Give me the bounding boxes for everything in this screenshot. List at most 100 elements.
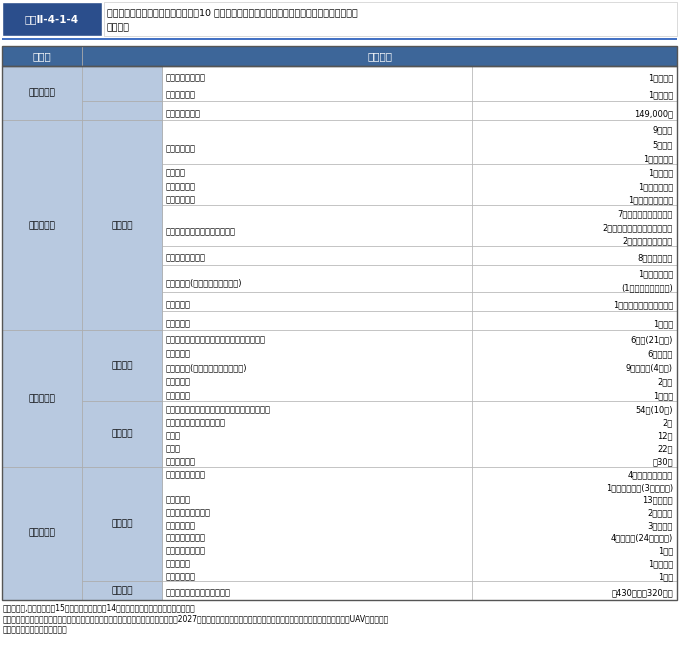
Bar — [472, 246, 677, 265]
Text: 海上輸送部隊: 海上輸送部隊 — [166, 91, 196, 100]
Text: スタンド・オフ・ミサイル部隊: スタンド・オフ・ミサイル部隊 — [166, 227, 236, 236]
Text: 潜水艦: 潜水艦 — [166, 444, 181, 453]
Text: 無人機部隊: 無人機部隊 — [166, 300, 191, 309]
Text: 水上艦艦部隊（護衛艦部隊・掛海艦艦部隊）: 水上艦艦部隊（護衛艦部隊・掛海艦艦部隊） — [166, 335, 266, 344]
Text: 2個隊: 2個隊 — [658, 378, 673, 386]
Text: 無人機部隊: 無人機部隊 — [166, 378, 191, 386]
Text: 1個警戒航空団(3個飛行隊): 1個警戒航空団(3個飛行隊) — [606, 483, 673, 492]
Text: 1個水陸機動団: 1個水陸機動団 — [638, 182, 673, 191]
Bar — [162, 164, 472, 205]
Text: 3個飛行隊: 3個飛行隊 — [648, 521, 673, 530]
Text: イージス・システム搜載艦: イージス・システム搜載艦 — [166, 418, 226, 427]
Text: 絀30機: 絀30機 — [653, 457, 673, 467]
Text: 7個地対艦ミサイル連隊: 7個地対艦ミサイル連隊 — [618, 209, 673, 218]
Bar — [472, 101, 677, 120]
Text: 12隻: 12隻 — [657, 431, 673, 440]
Text: 9個師団: 9個師団 — [653, 126, 673, 134]
Text: 作戦用航空機: 作戦用航空機 — [166, 457, 196, 467]
Text: 5個旅団: 5個旅団 — [653, 140, 673, 149]
Text: 共同の部隊: 共同の部隊 — [29, 89, 56, 98]
Text: 54隻(10隻): 54隻(10隻) — [636, 405, 673, 414]
Text: 常備自衛官定数: 常備自衛官定数 — [166, 109, 201, 118]
Text: 1個電子作戦隊: 1個電子作戦隊 — [638, 269, 673, 278]
Bar — [162, 467, 472, 581]
Bar — [2, 2, 102, 36]
Bar — [2, 46, 677, 66]
Text: 空挺部隊: 空挺部隊 — [166, 168, 186, 178]
Text: 地対空誘導弾部隊: 地対空誘導弾部隊 — [166, 254, 206, 263]
Text: 22隻: 22隻 — [657, 444, 673, 453]
Bar — [104, 2, 677, 36]
Text: サイバー防衛部隊: サイバー防衛部隊 — [166, 73, 206, 82]
Text: 将来体制: 将来体制 — [367, 51, 392, 61]
Bar — [472, 66, 677, 101]
Bar — [162, 120, 472, 164]
Bar — [472, 164, 677, 205]
Bar — [162, 311, 472, 330]
Text: 4個高射群(24個高射隊): 4個高射群(24個高射隊) — [610, 534, 673, 543]
Text: 1個ヘリコプター団: 1個ヘリコプター団 — [628, 195, 673, 205]
Text: 情報戰部隊: 情報戰部隊 — [166, 319, 191, 328]
Bar — [82, 401, 162, 467]
Text: 2個長射程誘導弾部隊: 2個長射程誘導弾部隊 — [623, 236, 673, 245]
Text: 1個空挺団: 1個空挺団 — [648, 168, 673, 178]
Bar — [82, 120, 162, 330]
Bar — [162, 581, 472, 600]
Text: 空中機動部隊: 空中機動部隊 — [166, 195, 196, 205]
Text: 2個飛行隊: 2個飛行隊 — [648, 509, 673, 517]
Bar — [2, 66, 82, 120]
Bar — [472, 330, 677, 401]
Text: 情報戰部隊: 情報戰部隊 — [166, 392, 191, 401]
Bar — [162, 292, 472, 311]
Bar — [2, 46, 82, 66]
Text: 区　分: 区 分 — [33, 51, 52, 61]
Text: 水陸機動部隊: 水陸機動部隊 — [166, 182, 196, 191]
Text: 基幹部隊: 基幹部隊 — [111, 221, 133, 230]
Text: 無人機部隊: 無人機部隊 — [166, 559, 191, 569]
Text: 2個島占防衛用高速滑空弾大隊: 2個島占防衛用高速滑空弾大隊 — [603, 223, 673, 232]
Text: 航空輸送部隊: 航空輸送部隊 — [166, 521, 196, 530]
Text: 空中給油・輸送部隊: 空中給油・輸送部隊 — [166, 509, 211, 517]
Text: 的規模）: 的規模） — [107, 24, 130, 32]
Text: 1個多用途無人航空機部隊: 1個多用途無人航空機部隊 — [612, 300, 673, 309]
Text: 作戦情報部隊: 作戦情報部隊 — [166, 572, 196, 581]
Bar — [82, 46, 677, 66]
Text: 哨戰機部隊(うち固定羼哨戰機部隊): 哨戰機部隊(うち固定羼哨戰機部隊) — [166, 363, 248, 372]
Bar — [2, 120, 82, 330]
Text: 6個潜水隊: 6個潜水隊 — [648, 349, 673, 358]
Bar — [472, 205, 677, 246]
Bar — [162, 265, 472, 292]
Bar — [472, 581, 677, 600]
Text: 1個防衛隊: 1個防衛隊 — [648, 73, 673, 82]
Bar — [472, 311, 677, 330]
Bar — [162, 101, 472, 120]
Bar — [472, 120, 677, 164]
Bar — [162, 246, 472, 265]
Text: 4個航空警戒管制団: 4個航空警戒管制団 — [628, 470, 673, 479]
Text: 1個機甲師団: 1個機甲師団 — [643, 155, 673, 163]
Bar — [2, 66, 677, 600]
Bar — [82, 467, 162, 581]
Bar — [472, 401, 677, 467]
Text: 主要部隊: 主要部隊 — [111, 519, 133, 528]
Text: 149,000人: 149,000人 — [634, 109, 673, 118]
Bar — [162, 401, 472, 467]
Text: 主要装備: 主要装備 — [111, 429, 133, 438]
Text: 護衛艦（うちイージス・システム搜載護衛艦）: 護衛艦（うちイージス・システム搜載護衛艦） — [166, 405, 271, 414]
Bar — [82, 581, 162, 600]
Text: 航空警戒管制部隊: 航空警戒管制部隊 — [166, 470, 206, 479]
Bar — [472, 467, 677, 581]
Text: 注１：上記,陸上自衛隊の15個師・旅団のうち、14個師・旅団は機動運用を基本とする。: 注１：上記,陸上自衛隊の15個師・旅団のうち、14個師・旅団は機動運用を基本とす… — [3, 603, 196, 612]
Text: 海上自衛隊: 海上自衛隊 — [29, 394, 56, 403]
Text: 潜水艦部隊: 潜水艦部隊 — [166, 349, 191, 358]
Text: 航空自衛隊: 航空自衛隊 — [29, 529, 56, 538]
Bar — [2, 38, 677, 40]
Text: 1個輸送群: 1個輸送群 — [648, 91, 673, 100]
Bar — [472, 265, 677, 292]
Text: 8個高射特科群: 8個高射特科群 — [638, 254, 673, 263]
Text: 宇宙領域専門部隊: 宇宙領域専門部隊 — [166, 547, 206, 555]
Text: 2隻: 2隻 — [663, 418, 673, 427]
Text: 6個群(21個隊): 6個群(21個隊) — [631, 335, 673, 344]
Text: 作戦用航空機（うち戦闘機）: 作戦用航空機（うち戦闘機） — [166, 589, 231, 598]
Text: 1個隊: 1個隊 — [658, 572, 673, 581]
